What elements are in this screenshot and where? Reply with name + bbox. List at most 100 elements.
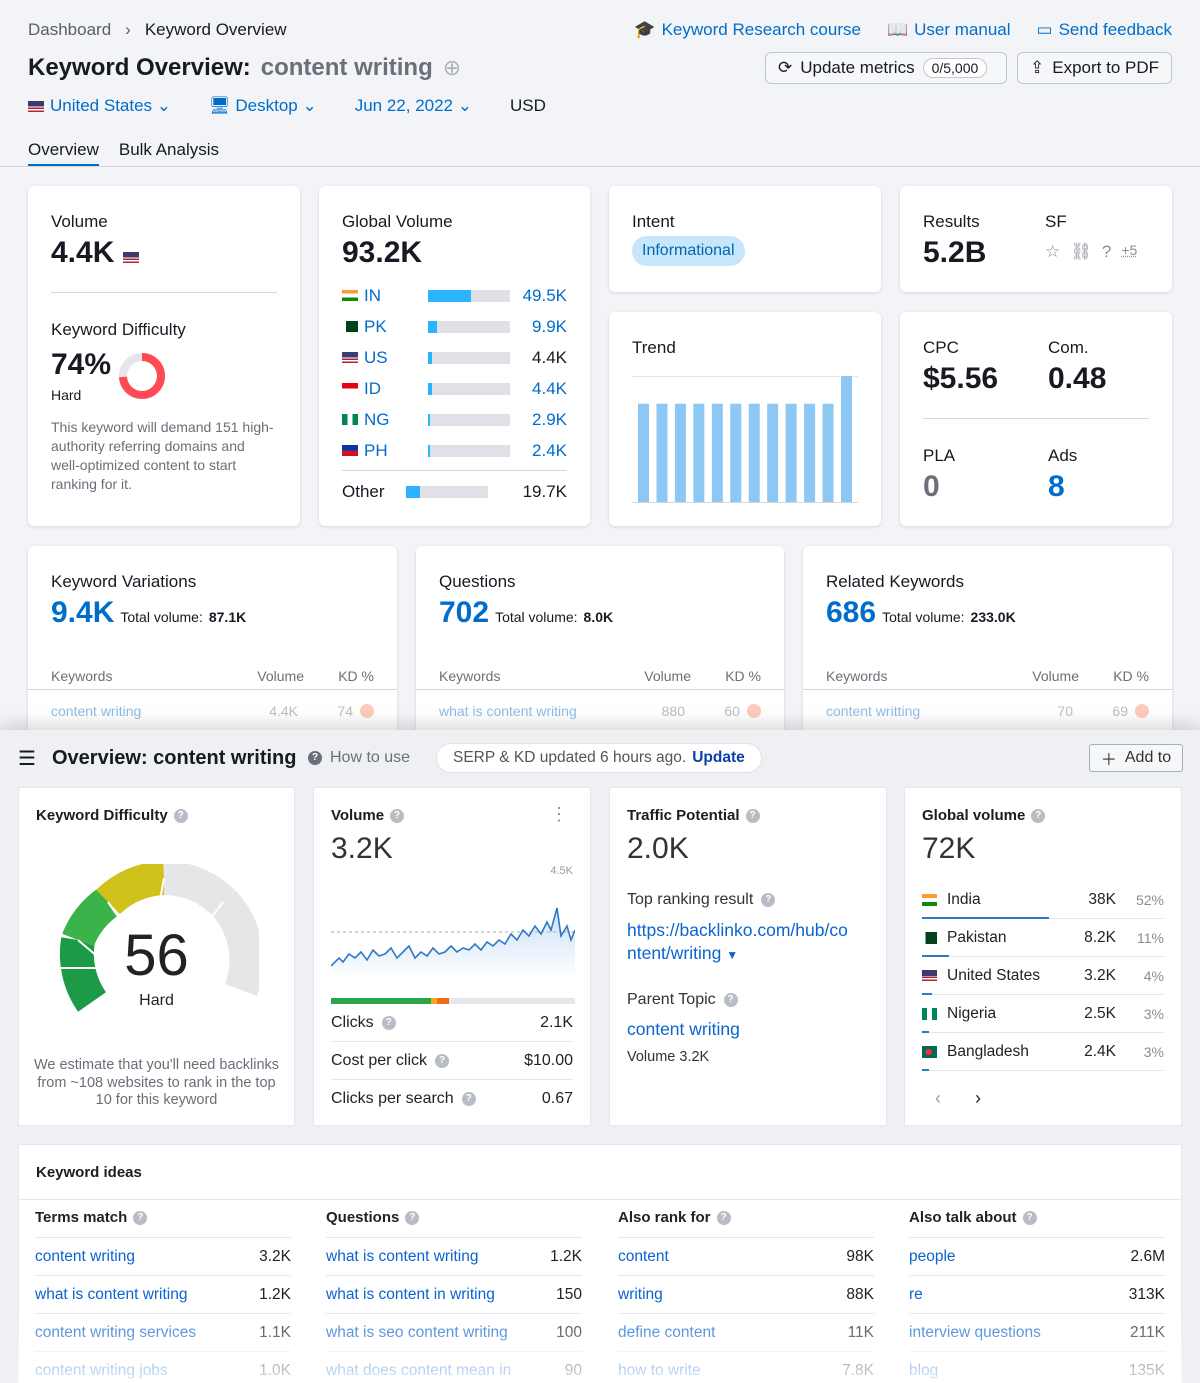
idea-keyword-link[interactable]: people <box>909 1247 956 1265</box>
gv-other-bar-fill <box>406 485 421 498</box>
questions-value[interactable]: 702 <box>439 596 490 629</box>
country-select[interactable]: United States ⌄ <box>28 96 171 116</box>
help-icon[interactable]: ? <box>716 1210 731 1225</box>
trend-card: Trend <box>609 312 881 526</box>
tab-overview[interactable]: Overview <box>28 140 99 167</box>
help-icon[interactable]: ? <box>381 1015 396 1030</box>
table-header: Keywords Volume KD % <box>803 662 1172 690</box>
parent-topic-title: Parent Topic? <box>627 991 738 1009</box>
idea-keyword-link[interactable]: content writing <box>35 1247 135 1265</box>
breadcrumb-current: Keyword Overview <box>144 20 287 39</box>
serp-update-link[interactable]: Update <box>692 749 745 766</box>
idea-row: content writing 3.2K <box>35 1238 291 1276</box>
gv-country-code[interactable]: ID <box>364 378 381 398</box>
row-keyword[interactable]: content writting <box>826 703 921 719</box>
course-link[interactable]: 🎓 Keyword Research course <box>634 20 861 40</box>
col-kd: KD % <box>1113 667 1149 684</box>
volume-number: 4.4K <box>51 236 115 269</box>
idea-volume: 88K <box>846 1285 874 1303</box>
idea-keyword-link[interactable]: content <box>618 1247 669 1265</box>
breadcrumb-dashboard[interactable]: Dashboard <box>28 20 112 39</box>
kd-description: This keyword will demand 151 high-author… <box>51 419 274 492</box>
col-volume: Volume <box>257 667 304 684</box>
idea-keyword-link[interactable]: writing <box>618 1285 663 1303</box>
menu-icon[interactable]: ☰ <box>18 748 36 770</box>
idea-keyword-link[interactable]: re <box>909 1285 923 1303</box>
date-select[interactable]: Jun 22, 2022 ⌄ <box>354 96 472 115</box>
clicks-label: Clicks <box>331 1013 374 1031</box>
help-icon[interactable]: ? <box>405 1210 420 1225</box>
help-icon[interactable]: ? <box>1022 1210 1037 1225</box>
cps-label: Clicks per search <box>331 1090 454 1107</box>
gv-value[interactable]: 9.9K <box>532 316 567 336</box>
ahrefs-global-row: Bangladesh 2.4K 3% <box>922 1033 1164 1071</box>
variations-value[interactable]: 9.4K <box>51 596 115 629</box>
page-title-keyword: content writing <box>260 54 433 81</box>
gv-value[interactable]: 2.9K <box>532 409 567 429</box>
add-circle-icon[interactable]: ⊕ <box>442 55 462 80</box>
kd-dot-icon <box>1135 704 1149 718</box>
how-to-use-link[interactable]: ? How to use <box>308 749 410 767</box>
idea-keyword-link[interactable]: what is content in writing <box>326 1285 495 1303</box>
help-icon[interactable]: ? <box>1031 808 1046 823</box>
idea-row: writing 88K <box>618 1276 874 1314</box>
help-icon[interactable]: ? <box>173 808 188 823</box>
help-icon[interactable]: ? <box>390 808 405 823</box>
help-icon[interactable]: ? <box>745 808 760 823</box>
clicks-paid-fill <box>437 998 449 1004</box>
kd-donut <box>119 353 165 399</box>
ideas-column-title: Also talk about <box>909 1209 1017 1226</box>
row-keyword[interactable]: content writing <box>51 703 142 719</box>
gv-value[interactable]: 2.4K <box>532 440 567 460</box>
help-icon[interactable]: ? <box>133 1210 148 1225</box>
gv-value[interactable]: 4.4K <box>532 347 567 367</box>
tabs: Overview Bulk Analysis <box>28 140 219 167</box>
manual-link[interactable]: 📖 User manual <box>887 20 1011 40</box>
help-icon[interactable]: ? <box>723 993 738 1007</box>
idea-keyword-link[interactable]: what is content writing <box>326 1247 479 1265</box>
idea-keyword-link[interactable]: what is content writing <box>35 1285 188 1303</box>
related-value[interactable]: 686 <box>826 596 877 629</box>
questions-table: Keywords Volume KD % what is content writi… <box>416 662 784 732</box>
flag-icon <box>342 383 358 394</box>
divider <box>923 418 1149 419</box>
traffic-potential-card: Traffic Potential? 2.0K Top ranking resu… <box>609 787 887 1126</box>
sf-more[interactable]: +5 <box>1121 242 1138 258</box>
gv-value[interactable]: 4.4K <box>532 378 567 398</box>
gv-row-ng: NG 2.9K <box>342 404 567 435</box>
table-header: Keywords Volume KD % <box>28 662 397 690</box>
row-keyword[interactable]: what is content writing <box>439 703 577 719</box>
feedback-link[interactable]: ▭ Send feedback <box>1037 20 1172 40</box>
chevron-right-icon[interactable]: › <box>975 1088 981 1108</box>
gv-country-code[interactable]: PK <box>364 316 387 336</box>
gv-country-code[interactable]: PH <box>364 440 388 460</box>
ads-value[interactable]: 8 <box>1048 470 1065 503</box>
variations-table: Keywords Volume KD % content writing 4.4K 74 <box>28 662 397 732</box>
variations-label: Keyword Variations <box>51 572 197 591</box>
export-pdf-button[interactable]: ⇪ Export to PDF <box>1017 52 1172 84</box>
gv-country-code[interactable]: IN <box>364 285 381 305</box>
idea-row: what is content writing 1.2K <box>326 1238 582 1276</box>
traffic-value: 2.0K <box>627 832 689 865</box>
gv-bar <box>428 351 510 364</box>
more-vertical-icon[interactable]: ⋮ <box>550 804 568 824</box>
parent-topic-link[interactable]: content writing <box>627 1019 740 1039</box>
page-title-label: Keyword Overview: <box>28 54 251 81</box>
add-to-button[interactable]: ＋ Add to <box>1089 744 1183 772</box>
help-icon[interactable]: ? <box>435 1053 450 1068</box>
parent-topic-label: Parent Topic <box>627 991 716 1008</box>
update-metrics-button[interactable]: ⟳ Update metrics 0/5,000 <box>765 52 1007 84</box>
help-icon[interactable]: ? <box>761 893 776 907</box>
help-icon[interactable]: ? <box>461 1092 476 1106</box>
chevron-left-icon[interactable]: ‹ <box>935 1088 941 1108</box>
tab-bulk-analysis[interactable]: Bulk Analysis <box>118 140 220 159</box>
device-select[interactable]: 🖥 Desktop ⌄ <box>209 96 317 115</box>
gv-value[interactable]: 49.5K <box>522 285 567 305</box>
top-ranking-url-line2: ntent/writing <box>627 943 722 963</box>
top-ranking-url[interactable]: https://backlinko.com/hub/co ntent/writin… <box>627 919 848 967</box>
gv-country-code[interactable]: US <box>364 347 388 367</box>
results-value: 5.2B <box>923 236 987 269</box>
gv-country-code[interactable]: NG <box>364 409 390 429</box>
update-count-badge: 0/5,000 <box>922 58 988 78</box>
top-links: 🎓 Keyword Research course 📖 User manual ▭ S… <box>634 20 1172 40</box>
